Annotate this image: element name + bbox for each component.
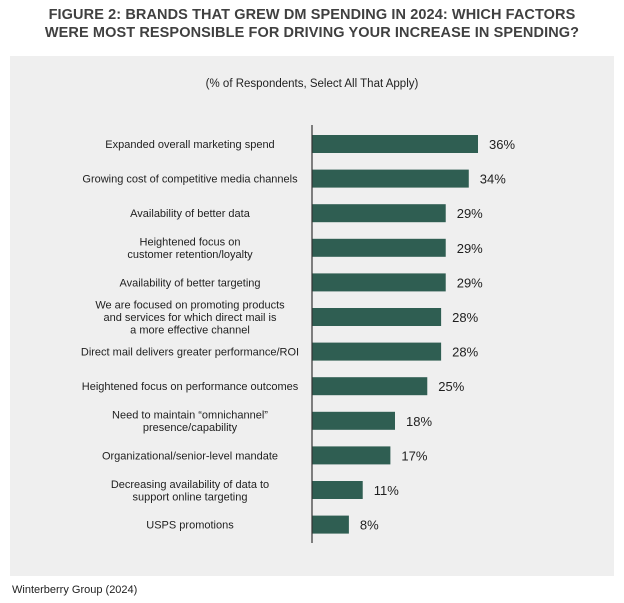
category-label: Heightened focus on performance outcomes — [82, 381, 299, 393]
category-label: Availability of better targeting — [119, 277, 260, 289]
data-label: 29% — [457, 241, 483, 256]
category-label: Organizational/senior-level mandate — [102, 450, 278, 462]
data-label: 29% — [457, 275, 483, 290]
category-label: Need to maintain “omnichannel” presence/c… — [112, 410, 268, 435]
figure-title: FIGURE 2: BRANDS THAT GREW DM SPENDING I… — [0, 6, 624, 42]
bar — [312, 342, 442, 361]
data-label: 29% — [457, 206, 483, 221]
category-label: Heightened focus on customer retention/lo… — [127, 237, 253, 261]
category-label: Decreasing availability of data to suppor… — [111, 479, 269, 504]
category-label: Growing cost of competitive media channe… — [82, 174, 298, 186]
category-label: Expanded overall marketing spend — [105, 139, 274, 151]
title-line-1: FIGURE 2: BRANDS THAT GREW DM SPENDING I… — [48, 7, 576, 23]
category-label: USPS promotions — [146, 520, 234, 532]
bar — [312, 481, 363, 499]
chart-subtitle: (% of Respondents, Select All That Apply… — [205, 78, 419, 90]
bar — [312, 515, 349, 534]
data-label: 34% — [480, 172, 506, 187]
data-label: 28% — [452, 345, 478, 360]
data-label: 36% — [489, 137, 515, 152]
category-label: Direct mail delivers greater performance… — [81, 347, 299, 359]
bar — [312, 204, 446, 223]
title-line-2: WERE MOST RESPONSIBLE FOR DRIVING YOUR I… — [44, 25, 580, 41]
data-label: 17% — [401, 448, 427, 463]
data-label: 11% — [374, 483, 399, 498]
bar — [312, 238, 446, 257]
category-label: Availability of better data — [130, 208, 251, 220]
category-label: We are focused on promoting products and … — [95, 300, 285, 337]
data-label: 28% — [452, 310, 478, 325]
bar — [312, 169, 469, 188]
bar — [312, 411, 395, 430]
bar — [312, 308, 442, 326]
source-note: Winterberry Group (2024) — [12, 584, 138, 596]
bar — [312, 446, 391, 465]
data-label: 18% — [406, 414, 432, 429]
bar — [312, 135, 478, 153]
data-label: 25% — [438, 379, 464, 394]
bar — [312, 377, 428, 396]
bar — [312, 273, 446, 292]
data-label: 8% — [360, 518, 379, 533]
